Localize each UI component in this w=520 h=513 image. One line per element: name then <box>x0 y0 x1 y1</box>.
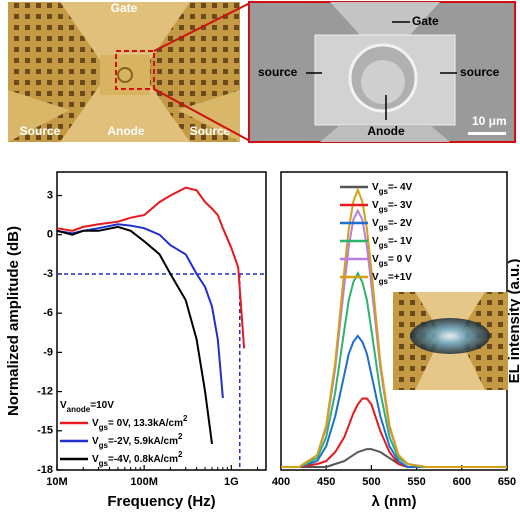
y-tick-label: -15 <box>37 425 53 437</box>
y-axis-label: Normalized amplitude (dB) <box>5 226 22 416</box>
legend-label: Vanode=10V <box>60 400 114 414</box>
label-part: anode <box>67 405 91 414</box>
photo-label: Gate <box>111 1 138 15</box>
legend-label: Vgs=-4V, 0.8kA/cm2 <box>92 450 183 468</box>
legend-label: Vgs=+1V <box>372 272 412 286</box>
legend-label: Vgs= 0V, 13.3kA/cm2 <box>92 414 188 432</box>
label-part: = 0 V <box>388 254 412 265</box>
label-part: gs <box>99 423 109 432</box>
x-tick-label: 100M <box>130 476 158 488</box>
zoom-line <box>153 88 251 142</box>
legend-label: Vgs=-2V, 5.9kA/cm2 <box>92 432 183 450</box>
x-tick-label: 600 <box>453 476 471 488</box>
y-tick-label: -3 <box>43 268 53 280</box>
legend-label: Vgs=- 4V <box>372 182 413 196</box>
y-tick-label: 0 <box>47 229 53 241</box>
y-tick-label: -12 <box>37 385 53 397</box>
sem-label: Anode <box>367 124 405 138</box>
label-part: =10V <box>90 400 114 411</box>
label-part: V <box>92 436 99 447</box>
label-part: =-2V, 5.9kA/cm <box>108 436 178 447</box>
zoom-line <box>153 2 251 52</box>
label-part: V <box>372 236 379 247</box>
label-part: V <box>92 418 99 429</box>
photo-label: Anode <box>107 124 145 138</box>
x-tick-label: 650 <box>498 476 516 488</box>
legend-label: Vgs=- 2V <box>372 218 413 232</box>
label-part: gs <box>379 205 389 214</box>
optical-photo: Gate Source Anode Source <box>8 1 240 142</box>
y-tick-label: -9 <box>43 346 53 358</box>
sem-label: Gate <box>412 14 439 28</box>
label-part: = 0V, 13.3kA/cm <box>108 418 183 429</box>
label-part: =+1V <box>388 272 412 283</box>
photo-label: Source <box>20 124 61 138</box>
label-part: V <box>92 454 99 465</box>
x-axis-label: Frequency (Hz) <box>107 493 215 510</box>
label-part: 2 <box>183 414 188 423</box>
label-part: gs <box>99 441 109 450</box>
legend-label: Vgs= 0 V <box>372 254 412 268</box>
scale-bar-label: 10 μm <box>472 114 507 128</box>
label-part: =- 3V <box>388 200 413 211</box>
scale-bar <box>468 132 506 135</box>
label-part: gs <box>379 259 389 268</box>
label-part: gs <box>379 187 389 196</box>
label-part: gs <box>99 459 109 468</box>
sem-image: Gate source source Anode 10 μm <box>248 1 516 143</box>
label-part: =- 4V <box>388 182 413 193</box>
data-line <box>56 186 246 349</box>
label-part: 2 <box>178 450 183 459</box>
label-part: V <box>372 272 379 283</box>
data-line <box>281 187 507 468</box>
sem-label: source <box>460 65 500 79</box>
label-part: 2 <box>178 432 183 441</box>
x-tick-label: 1G <box>224 476 239 488</box>
y-tick-label: 3 <box>47 189 53 201</box>
legend-label: Vgs=- 1V <box>372 236 413 250</box>
label-part: =- 1V <box>388 236 413 247</box>
sem-label: source <box>258 65 298 79</box>
x-tick-label: 10M <box>46 476 67 488</box>
label-part: V <box>372 182 379 193</box>
label-part: V <box>372 200 379 211</box>
y-tick-label: -18 <box>37 464 53 476</box>
inset-photo <box>393 292 508 390</box>
label-part: gs <box>379 241 389 250</box>
label-part: V <box>372 254 379 265</box>
label-part: =-4V, 0.8kA/cm <box>108 454 178 465</box>
x-tick-label: 500 <box>362 476 380 488</box>
x-tick-label: 400 <box>272 476 290 488</box>
y-axis-label: EL intensity (a.u.) <box>506 259 520 384</box>
label-part: V <box>60 400 67 411</box>
x-tick-label: 450 <box>317 476 335 488</box>
data-line <box>56 223 224 399</box>
plot-frame <box>56 171 267 471</box>
legend-label: Vgs=- 3V <box>372 200 413 214</box>
y-tick-label: -6 <box>43 307 53 319</box>
label-part: gs <box>379 223 389 232</box>
photo-label: Source <box>190 124 231 138</box>
x-tick-label: 550 <box>407 476 425 488</box>
label-part: V <box>372 218 379 229</box>
data-line <box>281 334 507 468</box>
label-part: gs <box>379 277 389 286</box>
x-axis-label: λ (nm) <box>372 493 417 510</box>
data-line <box>56 225 213 445</box>
label-part: =- 2V <box>388 218 413 229</box>
